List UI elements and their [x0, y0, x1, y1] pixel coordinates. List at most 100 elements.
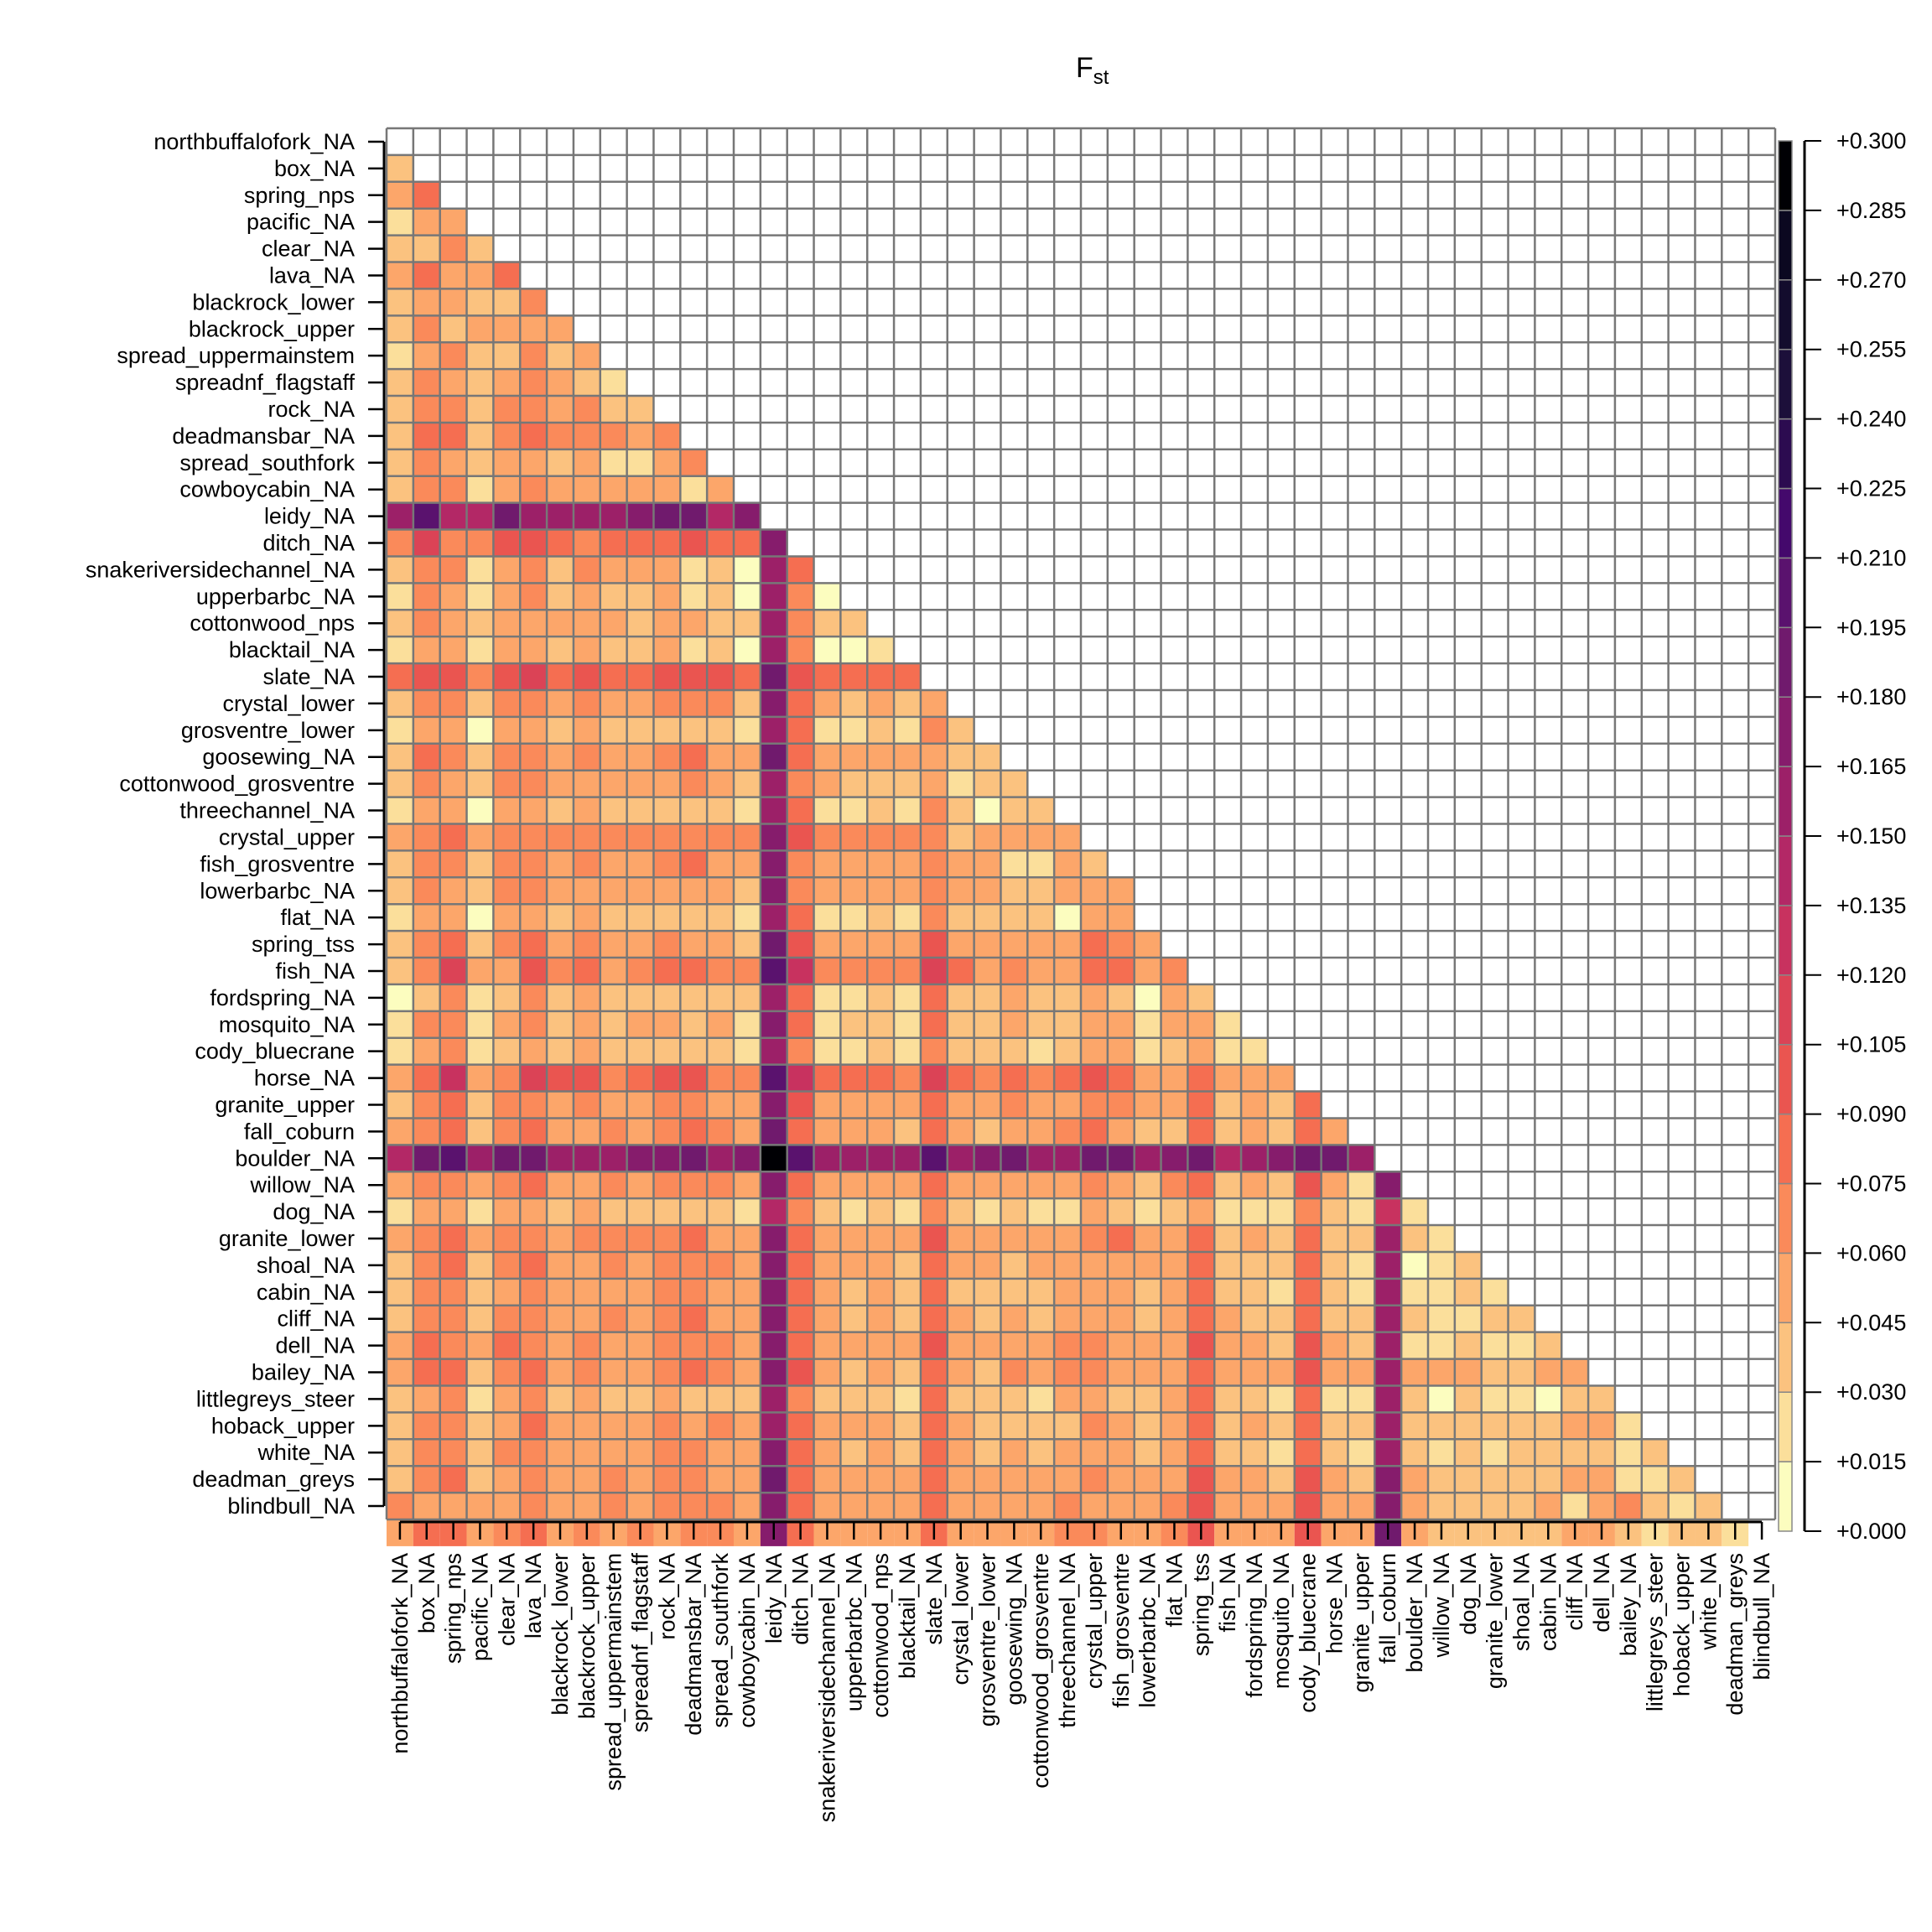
heatmap-cell — [867, 797, 895, 824]
heatmap-cell — [520, 689, 548, 717]
heatmap-cell — [547, 1278, 574, 1306]
heatmap-cell — [680, 716, 708, 744]
heatmap-cell — [1294, 1171, 1322, 1199]
column-label: cottonwood_grosventre — [1028, 1553, 1053, 1789]
colorbar-swatch — [1778, 487, 1793, 559]
heatmap-cell — [1454, 1385, 1482, 1413]
heatmap-cell — [1161, 1358, 1188, 1386]
heatmap-cell — [1027, 1439, 1055, 1467]
heatmap-cell — [707, 1145, 734, 1172]
heatmap-cell — [520, 823, 548, 851]
heatmap-cell — [787, 583, 814, 610]
heatmap-cell — [1081, 1064, 1108, 1092]
heatmap-cell — [547, 689, 574, 717]
row-label: ditch_NA — [262, 531, 355, 556]
heatmap-cell — [1321, 1358, 1348, 1386]
heatmap-cell — [1214, 1358, 1242, 1386]
heatmap-cell — [760, 1466, 787, 1493]
heatmap-cell — [760, 556, 787, 584]
heatmap-cell — [493, 904, 521, 932]
heatmap-cell — [573, 904, 600, 932]
heatmap-cell — [653, 1332, 681, 1359]
heatmap-cell — [1027, 1145, 1055, 1172]
heatmap-cell — [1214, 1251, 1242, 1279]
heatmap-cell — [520, 315, 548, 343]
heatmap-cell — [1027, 1278, 1055, 1306]
heatmap-cell — [493, 1332, 521, 1359]
heatmap-cell — [1000, 770, 1028, 797]
heatmap-cell — [626, 422, 654, 449]
heatmap-cell — [493, 556, 521, 584]
heatmap-cell — [894, 1278, 921, 1306]
heatmap-cell — [1000, 1332, 1028, 1359]
heatmap-cell — [1161, 1251, 1188, 1279]
heatmap-cell — [760, 636, 787, 664]
heatmap-cell — [493, 1225, 521, 1252]
heatmap-cell — [387, 1332, 413, 1359]
row-label: northbuffalofork_NA — [153, 129, 355, 154]
heatmap-cell — [1054, 1064, 1081, 1092]
row-label: box_NA — [274, 156, 355, 181]
heatmap-cell — [493, 689, 521, 717]
heatmap-cell — [466, 1091, 494, 1119]
heatmap-cell — [840, 1198, 868, 1226]
heatmap-cell — [387, 663, 413, 690]
heatmap-cell — [1027, 1118, 1055, 1145]
heatmap-cell — [653, 1010, 681, 1038]
heatmap-cell — [1267, 1091, 1295, 1119]
heatmap-cell — [547, 1412, 574, 1440]
heatmap-cell — [1027, 1010, 1055, 1038]
heatmap-cell — [1481, 1439, 1509, 1467]
heatmap-cell — [1241, 1064, 1268, 1092]
heatmap-cell — [466, 1251, 494, 1279]
heatmap-cell — [867, 877, 895, 905]
heatmap-cell — [787, 1091, 814, 1119]
heatmap-cell — [787, 984, 814, 1011]
heatmap-cell — [840, 1358, 868, 1386]
heatmap-cell — [1454, 1278, 1482, 1306]
heatmap-cell — [1267, 1305, 1295, 1332]
heatmap-cell — [387, 1493, 413, 1519]
heatmap-cell — [1641, 1493, 1669, 1519]
heatmap-cell — [1054, 877, 1081, 905]
row-label: spread_southfork — [179, 450, 355, 475]
heatmap-cell — [760, 770, 787, 797]
heatmap-cell — [653, 1251, 681, 1279]
heatmap-cell — [707, 1091, 734, 1119]
heatmap-cell — [947, 958, 974, 984]
heatmap-cell — [387, 823, 413, 851]
colorbar-swatch — [1778, 696, 1793, 767]
heatmap-cell — [626, 1412, 654, 1440]
heatmap-cell — [626, 904, 654, 932]
heatmap-cell — [734, 1010, 761, 1038]
heatmap-cell — [734, 1332, 761, 1359]
heatmap-cell — [920, 931, 948, 958]
heatmap-cell — [1027, 797, 1055, 824]
heatmap-cell — [1187, 1466, 1215, 1493]
heatmap-cell — [653, 422, 681, 449]
heatmap-cell — [1054, 1198, 1081, 1226]
heatmap-cell — [1161, 1278, 1188, 1306]
heatmap-cell — [653, 958, 681, 984]
heatmap-cell — [707, 502, 734, 530]
heatmap-cell — [600, 396, 627, 423]
heatmap-cell — [653, 904, 681, 932]
heatmap-cell — [894, 850, 921, 878]
colorbar-swatch — [1778, 905, 1793, 976]
heatmap-cell — [734, 823, 761, 851]
heatmap-cell — [1214, 1064, 1242, 1092]
heatmap-cell — [1241, 1198, 1268, 1226]
heatmap-cell — [520, 877, 548, 905]
heatmap-cell — [1348, 1332, 1375, 1359]
heatmap-cell — [547, 958, 574, 984]
heatmap-cell — [493, 716, 521, 744]
column-label: granite_lower — [1483, 1553, 1508, 1689]
heatmap-cell — [653, 770, 681, 797]
heatmap-cell — [787, 958, 814, 984]
heatmap-cell — [974, 1091, 1001, 1119]
heatmap-cell — [1134, 1064, 1161, 1092]
heatmap-cell — [707, 1439, 734, 1467]
heatmap-cell — [466, 1064, 494, 1092]
heatmap-cell — [760, 583, 787, 610]
heatmap-cell — [1134, 1278, 1161, 1306]
